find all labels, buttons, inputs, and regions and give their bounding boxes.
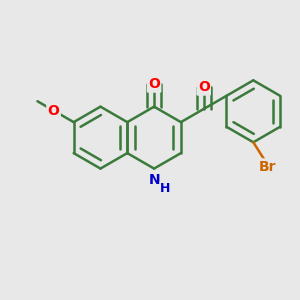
- Text: N: N: [148, 173, 160, 187]
- Text: H: H: [160, 182, 170, 195]
- Text: Br: Br: [259, 160, 276, 174]
- Text: O: O: [148, 77, 160, 92]
- Text: O: O: [198, 80, 210, 94]
- Text: O: O: [48, 103, 59, 118]
